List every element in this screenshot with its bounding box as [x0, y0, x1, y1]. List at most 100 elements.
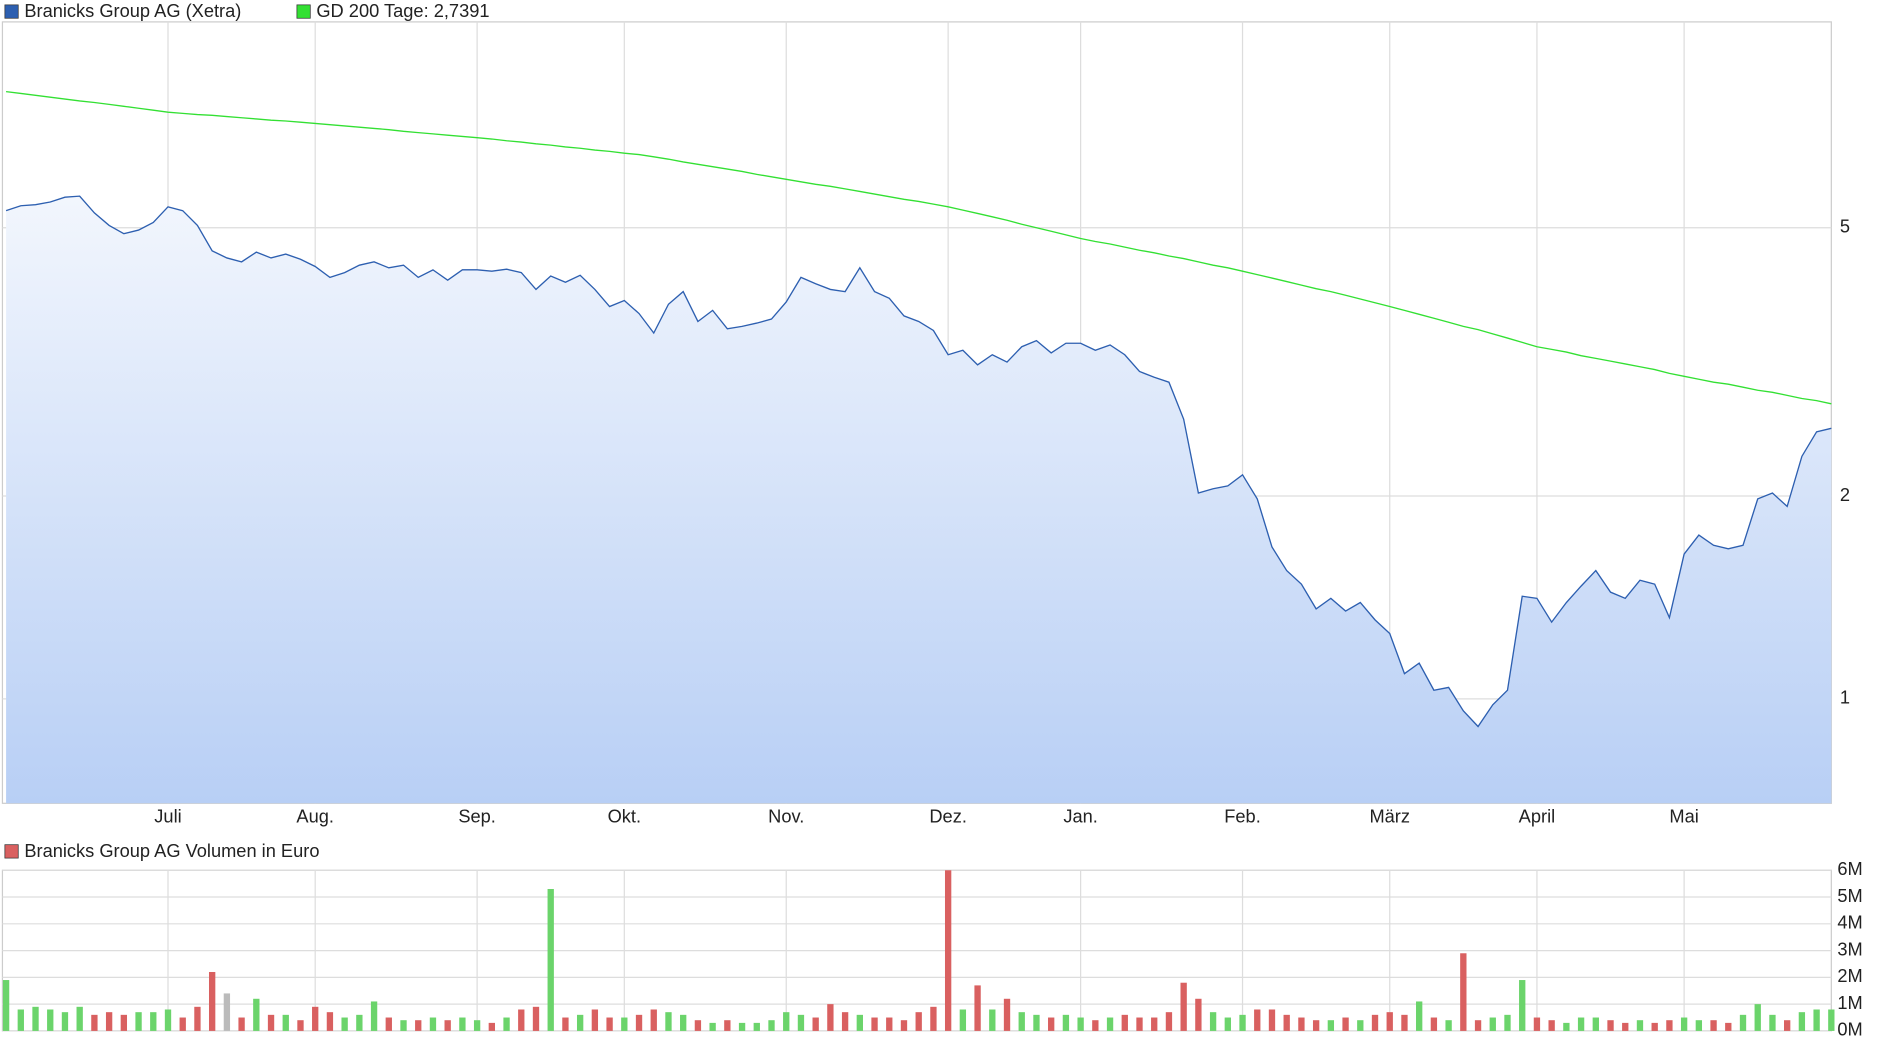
legend-label: Branicks Group AG (Xetra): [24, 0, 241, 21]
y-tick-label: 1M: [1837, 992, 1862, 1013]
volume-bar: [135, 1012, 142, 1031]
volume-bar: [1357, 1020, 1364, 1031]
volume-bar: [1268, 1009, 1276, 1031]
volume-bar: [635, 1014, 643, 1031]
volume-bar: [886, 1017, 893, 1031]
volume-bar: [532, 1006, 540, 1031]
volume-bar: [105, 1012, 113, 1031]
volume-bar: [812, 1017, 819, 1031]
volume-bar: [444, 1020, 451, 1031]
volume-bar: [1416, 1001, 1423, 1031]
plots: 1 2 5 Juli Aug. Sep. Okt. Nov. Dez. Jan. Feb. März A…: [1, 21, 1863, 1037]
volume-bar: [238, 1017, 245, 1031]
volume-bar: [415, 1020, 422, 1031]
volume-bar: [1636, 1020, 1644, 1031]
series-line: [5, 195, 1832, 728]
volume-bar: [856, 1014, 863, 1031]
volume-bar: [680, 1014, 687, 1031]
volume-bar: [208, 972, 216, 1031]
volume-bar: [282, 1014, 289, 1031]
volume-bar: [959, 1009, 967, 1031]
volume-bar: [753, 1022, 760, 1031]
volume-bar: [326, 1012, 334, 1031]
volume-bar: [1533, 1017, 1541, 1031]
volume-bar: [1710, 1020, 1717, 1031]
volume-bar: [312, 1006, 319, 1031]
volume-bar: [32, 1006, 39, 1031]
x-tick-label: Mai: [1669, 806, 1698, 827]
legend-swatch: [4, 844, 19, 859]
volume-bar: [827, 1004, 834, 1031]
volume-bar: [2, 980, 10, 1031]
volume-bar: [1165, 1012, 1173, 1031]
volume-bar: [1813, 1009, 1820, 1031]
x-tick-label: Dez.: [929, 806, 967, 827]
volume-bar: [1401, 1014, 1408, 1031]
volume-bar: [1445, 1020, 1452, 1031]
volume-bar: [194, 1006, 201, 1031]
volume-bar: [547, 888, 554, 1031]
volume-bar: [841, 1012, 849, 1031]
volume-bar: [164, 1009, 172, 1031]
volume-bar: [606, 1017, 613, 1031]
volume-bar: [179, 1017, 186, 1031]
y-tick-label: 5M: [1837, 885, 1862, 906]
volume-bar: [1062, 1014, 1070, 1031]
volume-bar: [576, 1014, 584, 1031]
volume-bar: [1739, 1014, 1747, 1031]
y-tick-label: 2: [1840, 484, 1850, 505]
volume-bar: [429, 1017, 437, 1031]
x-tick-label: Feb.: [1224, 806, 1261, 827]
volume-bar: [488, 1022, 495, 1031]
volume-bar: [1828, 1009, 1835, 1031]
volume-bar: [1607, 1020, 1614, 1031]
y-tick-label: 5: [1840, 216, 1850, 237]
volume-bar: [1430, 1017, 1438, 1031]
volume-bar: [1474, 1020, 1482, 1031]
volume-bar: [694, 1020, 702, 1031]
volume-bar: [76, 1006, 83, 1031]
volume-bar: [1371, 1014, 1379, 1031]
y-tick-label: 0M: [1837, 1019, 1862, 1037]
x-tick-label: Sep.: [458, 806, 496, 827]
volume-bar: [1592, 1017, 1599, 1031]
series-line: [6, 90, 1832, 405]
volume-bar: [1504, 1014, 1511, 1031]
y-tick-label: 2M: [1837, 965, 1862, 986]
volume-bar: [1180, 982, 1187, 1031]
volume-bar: [1209, 1012, 1217, 1031]
volume-bar: [1106, 1017, 1114, 1031]
volume-bar: [591, 1009, 599, 1031]
volume-bar: [783, 1012, 790, 1031]
volume-bar: [1151, 1017, 1158, 1031]
volume-bar: [768, 1020, 775, 1031]
volume-bar: [1519, 980, 1526, 1031]
volume-bar: [400, 1020, 407, 1031]
volume-bar: [267, 1014, 275, 1031]
volume-bar: [797, 1014, 805, 1031]
volume-bar: [738, 1022, 746, 1031]
price-area: [6, 196, 1832, 804]
volume-bar: [1254, 1009, 1261, 1031]
x-tick-label: März: [1369, 806, 1410, 827]
volume-bar: [915, 1012, 922, 1031]
volume-bar: [370, 1001, 378, 1031]
volume-bar: [1563, 1022, 1570, 1031]
volume-bar: [150, 1012, 157, 1031]
volume-bar: [1460, 953, 1467, 1031]
volume-bar: [17, 1009, 24, 1031]
volume-bar: [1224, 1017, 1231, 1031]
volume-bar: [621, 1017, 628, 1031]
legend-swatch: [4, 4, 19, 19]
volume-bar: [473, 1020, 481, 1031]
volume-bar: [61, 1012, 69, 1031]
y-tick-label: 1: [1840, 687, 1850, 708]
x-tick-label: Aug.: [296, 806, 334, 827]
volume-bar: [1769, 1014, 1776, 1031]
volume-bar: [562, 1017, 569, 1031]
volume-bar: [900, 1020, 908, 1031]
x-tick-label: April: [1519, 806, 1556, 827]
volume-bar: [1798, 1012, 1806, 1031]
x-tick-label: Nov.: [768, 806, 804, 827]
